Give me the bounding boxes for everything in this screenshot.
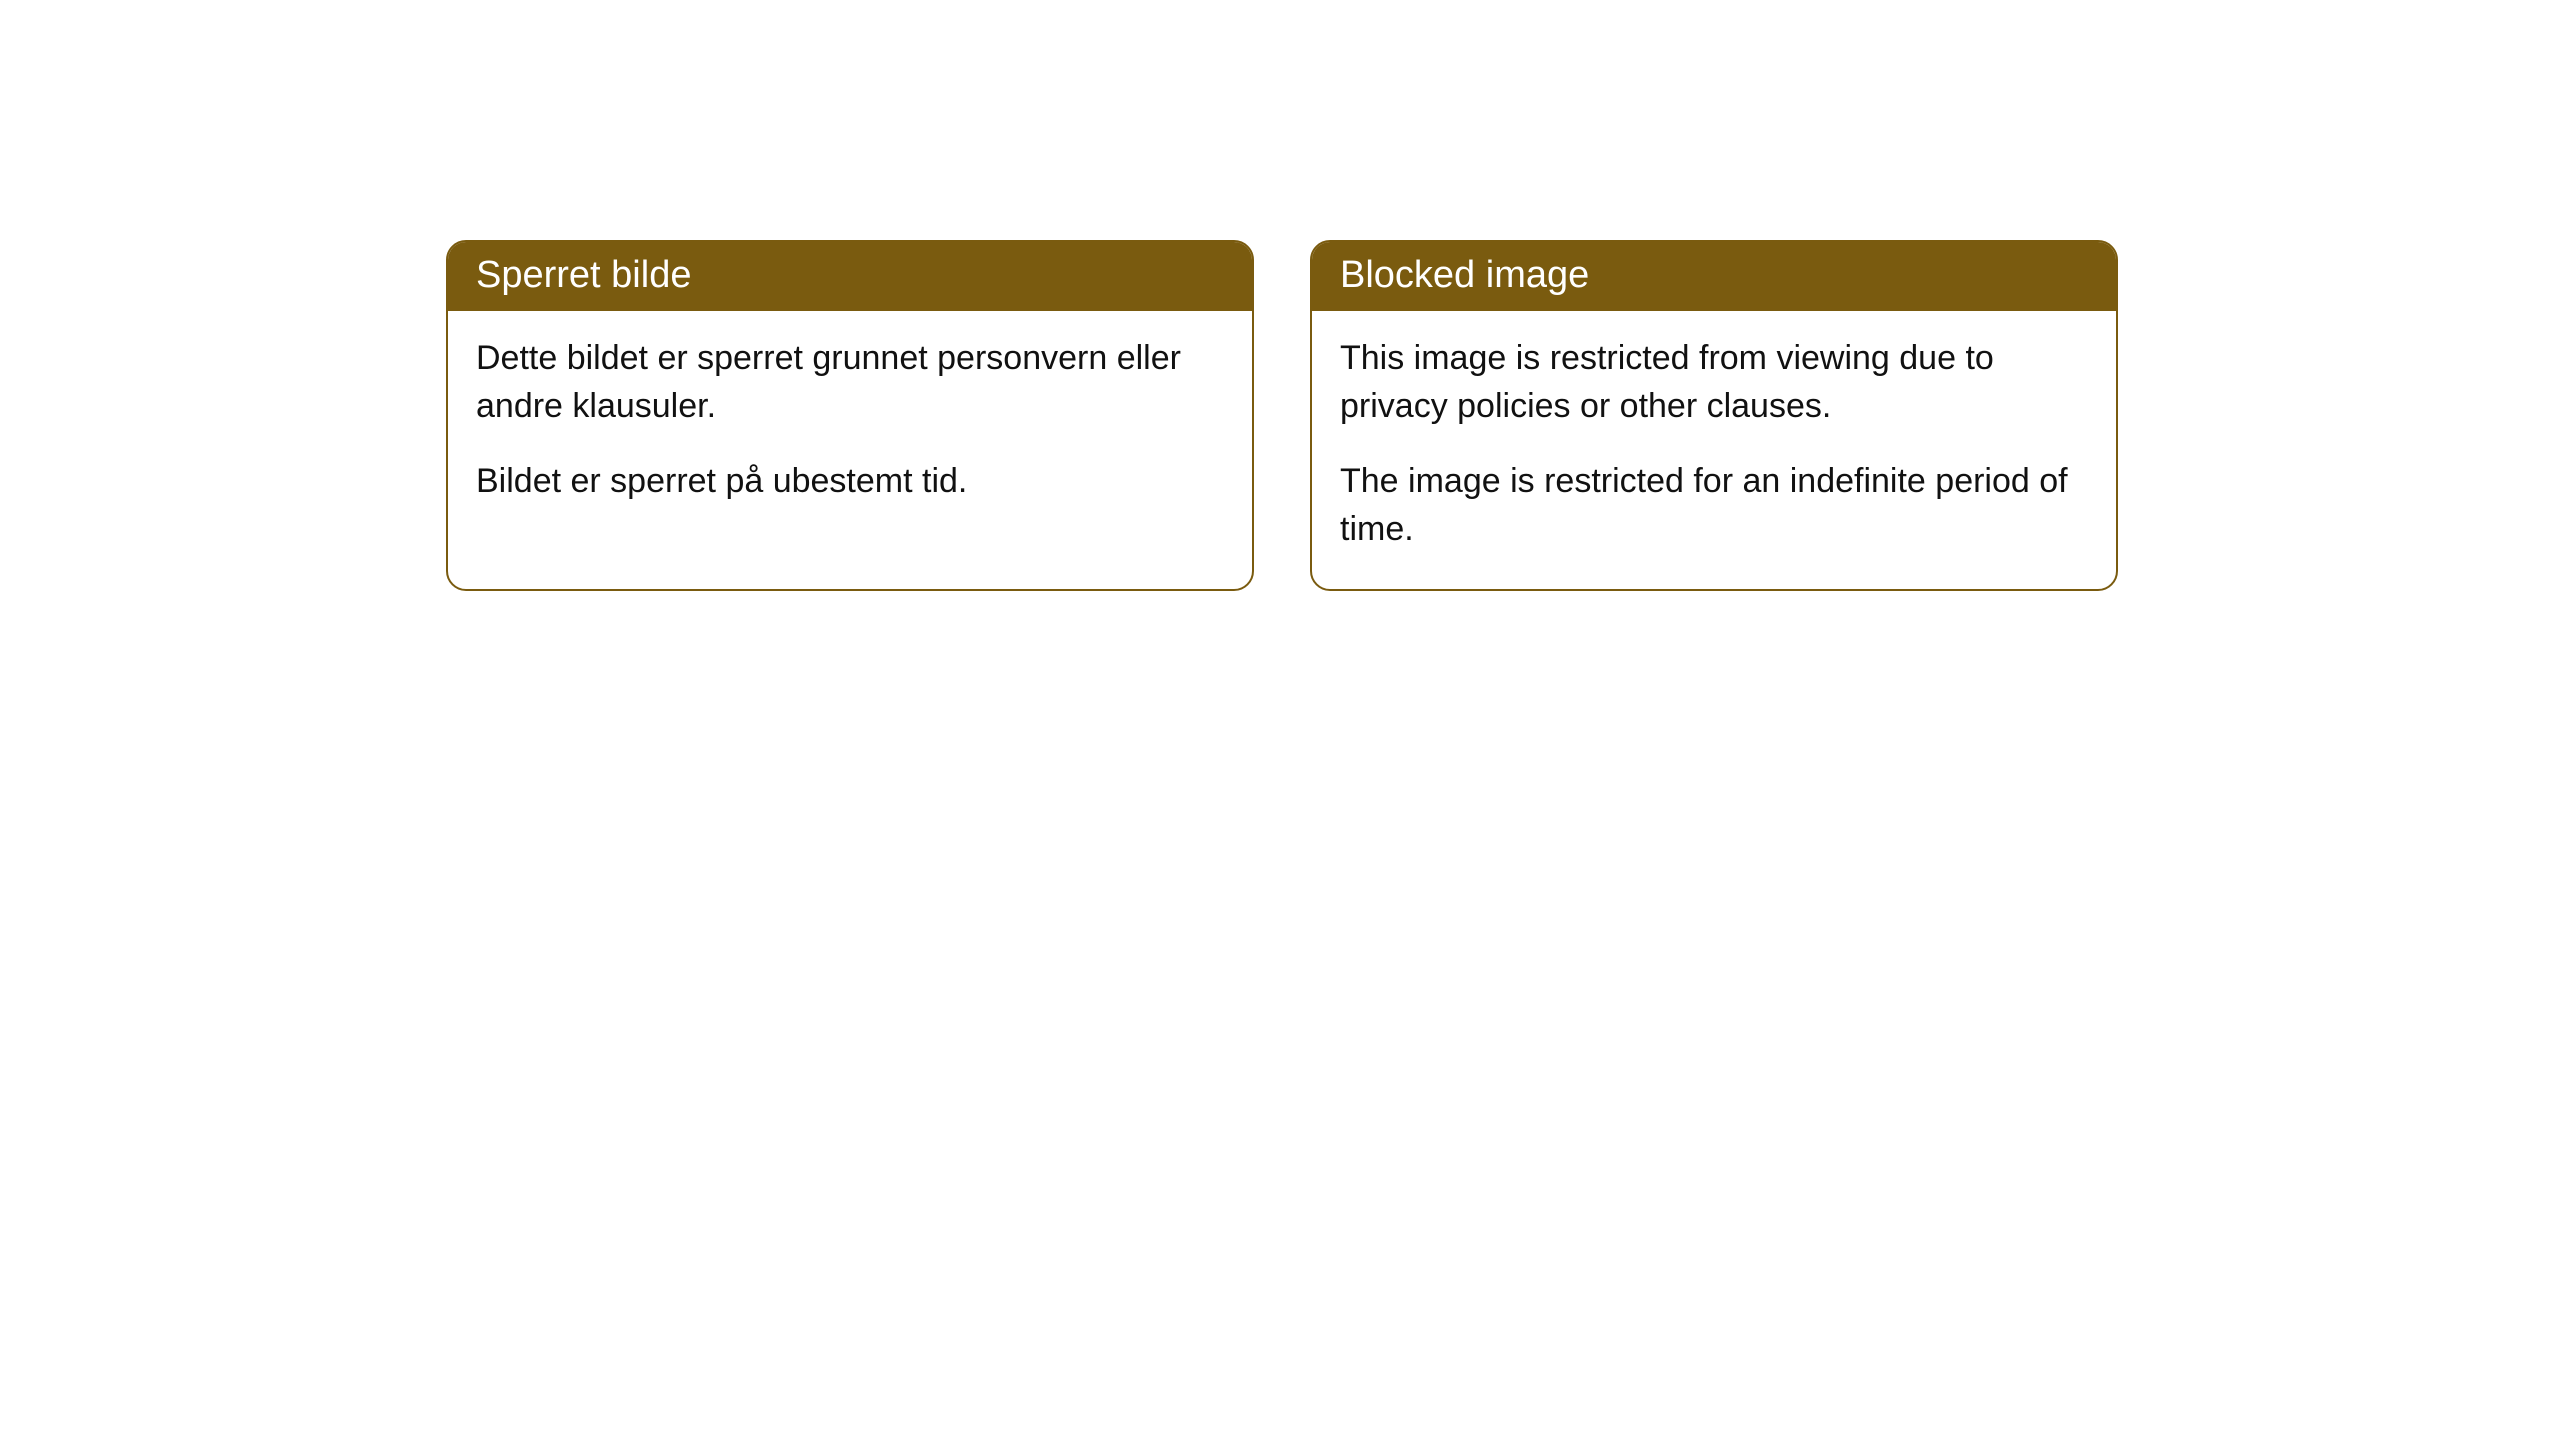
notice-container: Sperret bilde Dette bildet er sperret gr…	[446, 240, 2118, 591]
notice-header-norwegian: Sperret bilde	[448, 242, 1252, 311]
notice-paragraph-1-english: This image is restricted from viewing du…	[1340, 335, 2088, 430]
notice-body-norwegian: Dette bildet er sperret grunnet personve…	[448, 311, 1252, 542]
notice-paragraph-2-norwegian: Bildet er sperret på ubestemt tid.	[476, 458, 1224, 506]
notice-title-norwegian: Sperret bilde	[476, 254, 691, 296]
notice-card-english: Blocked image This image is restricted f…	[1310, 240, 2118, 591]
notice-card-norwegian: Sperret bilde Dette bildet er sperret gr…	[446, 240, 1254, 591]
notice-paragraph-1-norwegian: Dette bildet er sperret grunnet personve…	[476, 335, 1224, 430]
notice-header-english: Blocked image	[1312, 242, 2116, 311]
notice-paragraph-2-english: The image is restricted for an indefinit…	[1340, 458, 2088, 553]
notice-body-english: This image is restricted from viewing du…	[1312, 311, 2116, 589]
notice-title-english: Blocked image	[1340, 254, 1589, 296]
